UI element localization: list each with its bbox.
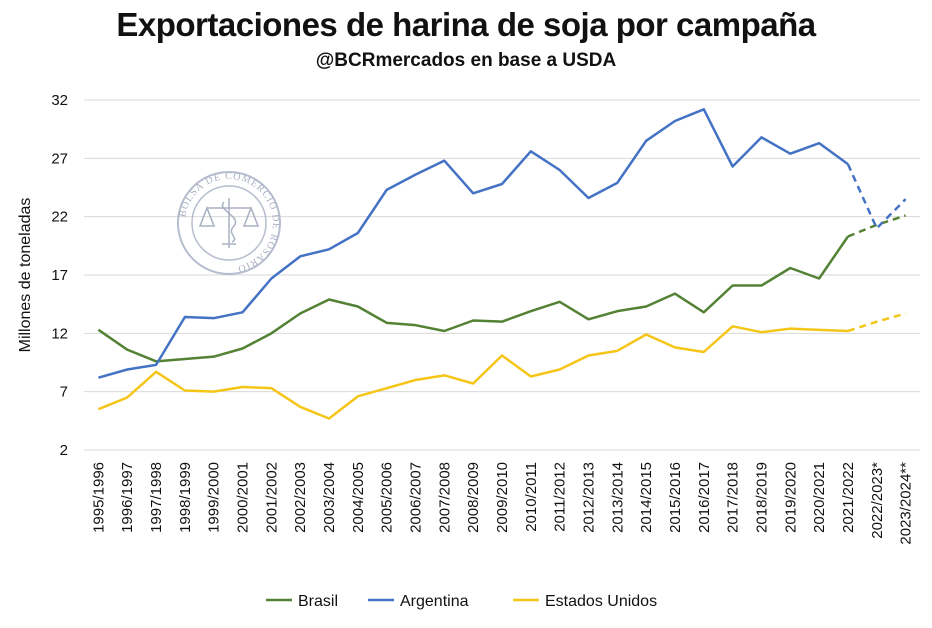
x-tick-label: 2003/2004 [321,462,338,533]
series-projection-argentina [846,163,907,231]
legend-label: Estados Unidos [545,593,657,610]
y-tick-label: 27 [51,150,68,167]
x-tick-label: 2004/2005 [350,462,367,533]
legend-label: Argentina [400,593,469,610]
scales-emblem-icon [198,198,260,248]
chart-title: Exportaciones de harina de soja por camp… [116,6,816,43]
y-tick-label: 7 [60,384,68,401]
y-tick-label: 2 [60,442,68,459]
y-tick-label: 17 [51,267,68,284]
watermark-seal: BOLSA DE COMERCIO DE ROSARIO [177,171,281,275]
x-tick-label: 2010/2011 [523,462,540,532]
x-tick-label: 2000/2001 [235,462,252,533]
x-tick-label: 1995/1996 [90,462,107,533]
y-tick-label: 32 [51,92,68,109]
series-lines [97,108,907,420]
series-line-argentina [98,108,849,379]
chart-subtitle: @BCRmercados en base a USDA [315,50,617,71]
x-tick-label: 2022/2023* [869,462,886,539]
x-tick-label: 2013/2014 [609,462,626,533]
x-tick-label: 2014/2015 [638,462,655,533]
y-axis-label: Millones de toneladas [17,198,34,353]
x-tick-label: 2018/2019 [753,462,770,533]
x-tick-label: 1997/1998 [148,462,165,533]
x-tick-label: 2017/2018 [725,462,742,533]
series-line-brasil [97,235,849,363]
series-line-estados-unidos [97,325,848,420]
x-tick-label: 2020/2021 [811,462,828,533]
legend-label: Brasil [298,593,338,610]
x-tick-label: 2015/2016 [667,462,684,533]
x-tick-label: 1999/2000 [206,462,223,533]
x-tick-label: 2008/2009 [465,462,482,533]
x-axis-ticks: 1995/1996 1996/1997 1997/1998 1998/1999 1999… [90,462,914,545]
x-tick-label: 2007/2008 [436,462,453,533]
legend: Brasil Argentina Estados Unidos [266,593,657,610]
series-projection-estados-unidos [847,312,906,333]
x-tick-label: 2002/2003 [292,462,309,533]
x-tick-label: 2001/2002 [263,462,280,533]
series-projection-brasil [847,214,906,238]
x-tick-label: 2023/2024** [898,462,915,545]
x-tick-label: 1996/1997 [119,462,136,533]
y-tick-label: 12 [51,325,68,342]
y-tick-label: 22 [51,209,68,226]
x-tick-label: 2019/2020 [782,462,799,533]
x-tick-label: 2011/2012 [552,462,569,532]
x-tick-label: 2006/2007 [408,462,425,533]
x-tick-label: 1998/1999 [177,462,194,533]
x-tick-label: 2021/2022 [840,462,857,533]
x-tick-label: 2005/2006 [379,462,396,533]
x-tick-label: 2012/2013 [580,462,597,533]
x-tick-label: 2009/2010 [494,462,511,533]
x-tick-label: 2016/2017 [696,462,713,533]
